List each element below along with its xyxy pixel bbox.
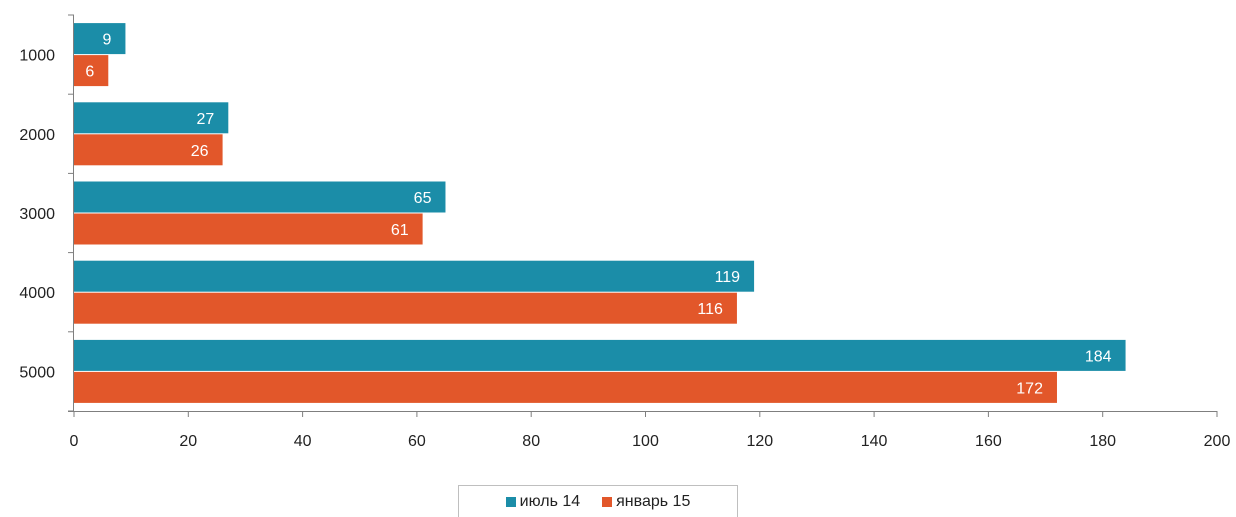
legend-swatch-series-1: [505, 496, 516, 507]
y-tick-label-4000: 4000: [19, 285, 55, 302]
y-tick-label-2000: 2000: [19, 127, 55, 144]
bar-3000-series-1: [74, 181, 446, 213]
bar-5000-series-1: [74, 339, 1126, 371]
legend-swatch-series-2: [602, 496, 613, 507]
y-tick-label-1000: 1000: [19, 48, 55, 65]
bar-1000-series-2: [74, 55, 109, 87]
data-label-4000-series-2: 116: [697, 301, 723, 318]
bar-5000-series-2: [74, 371, 1057, 403]
data-label-1000-series-2: 6: [85, 64, 94, 81]
legend-item-series-2: январь 15: [602, 493, 690, 511]
axes: 1000 2000 3000 4000 5000 0 20 40 60 80 100 120 140 16…: [19, 14, 1231, 450]
x-tick-label-140: 140: [861, 433, 888, 450]
data-label-2000-series-1: 27: [197, 111, 215, 128]
data-label-4000-series-1: 119: [715, 269, 741, 286]
bar-3000-series-2: [74, 213, 423, 245]
bar-2000-series-1: [74, 102, 229, 134]
data-label-3000-series-2: 61: [391, 222, 409, 239]
data-label-3000-series-1: 65: [414, 190, 432, 207]
x-tick-label-80: 80: [522, 433, 540, 450]
bar-2000-series-2: [74, 134, 223, 166]
bar-1000-series-1: [74, 23, 126, 55]
bar-4000-series-2: [74, 292, 737, 324]
x-tick-label-40: 40: [294, 433, 312, 450]
x-tick-label-100: 100: [632, 433, 659, 450]
x-tick-label-200: 200: [1204, 433, 1231, 450]
legend: июль 14 январь 15: [458, 485, 738, 517]
x-tick-label-160: 160: [975, 433, 1002, 450]
x-tick-label-0: 0: [70, 433, 79, 450]
x-tick-label-20: 20: [179, 433, 197, 450]
data-label-5000-series-2: 172: [1016, 380, 1043, 397]
data-label-2000-series-2: 26: [191, 143, 209, 160]
legend-label-series-2: январь 15: [616, 492, 691, 510]
data-label-5000-series-1: 184: [1085, 348, 1112, 365]
x-tick-label-180: 180: [1089, 433, 1116, 450]
legend-item-series-1: июль 14: [505, 492, 581, 511]
legend-label-series-1: июль 14: [519, 492, 581, 510]
bar-4000-series-1: [74, 260, 755, 292]
x-tick-label-120: 120: [746, 433, 773, 450]
x-tick-label-60: 60: [408, 433, 426, 450]
y-tick-label-5000: 5000: [19, 364, 55, 381]
data-label-1000-series-1: 9: [103, 32, 112, 49]
y-tick-label-3000: 3000: [19, 206, 55, 223]
bars-layer: 96 27 26 65 61 119 116 184 172: [74, 23, 1126, 403]
